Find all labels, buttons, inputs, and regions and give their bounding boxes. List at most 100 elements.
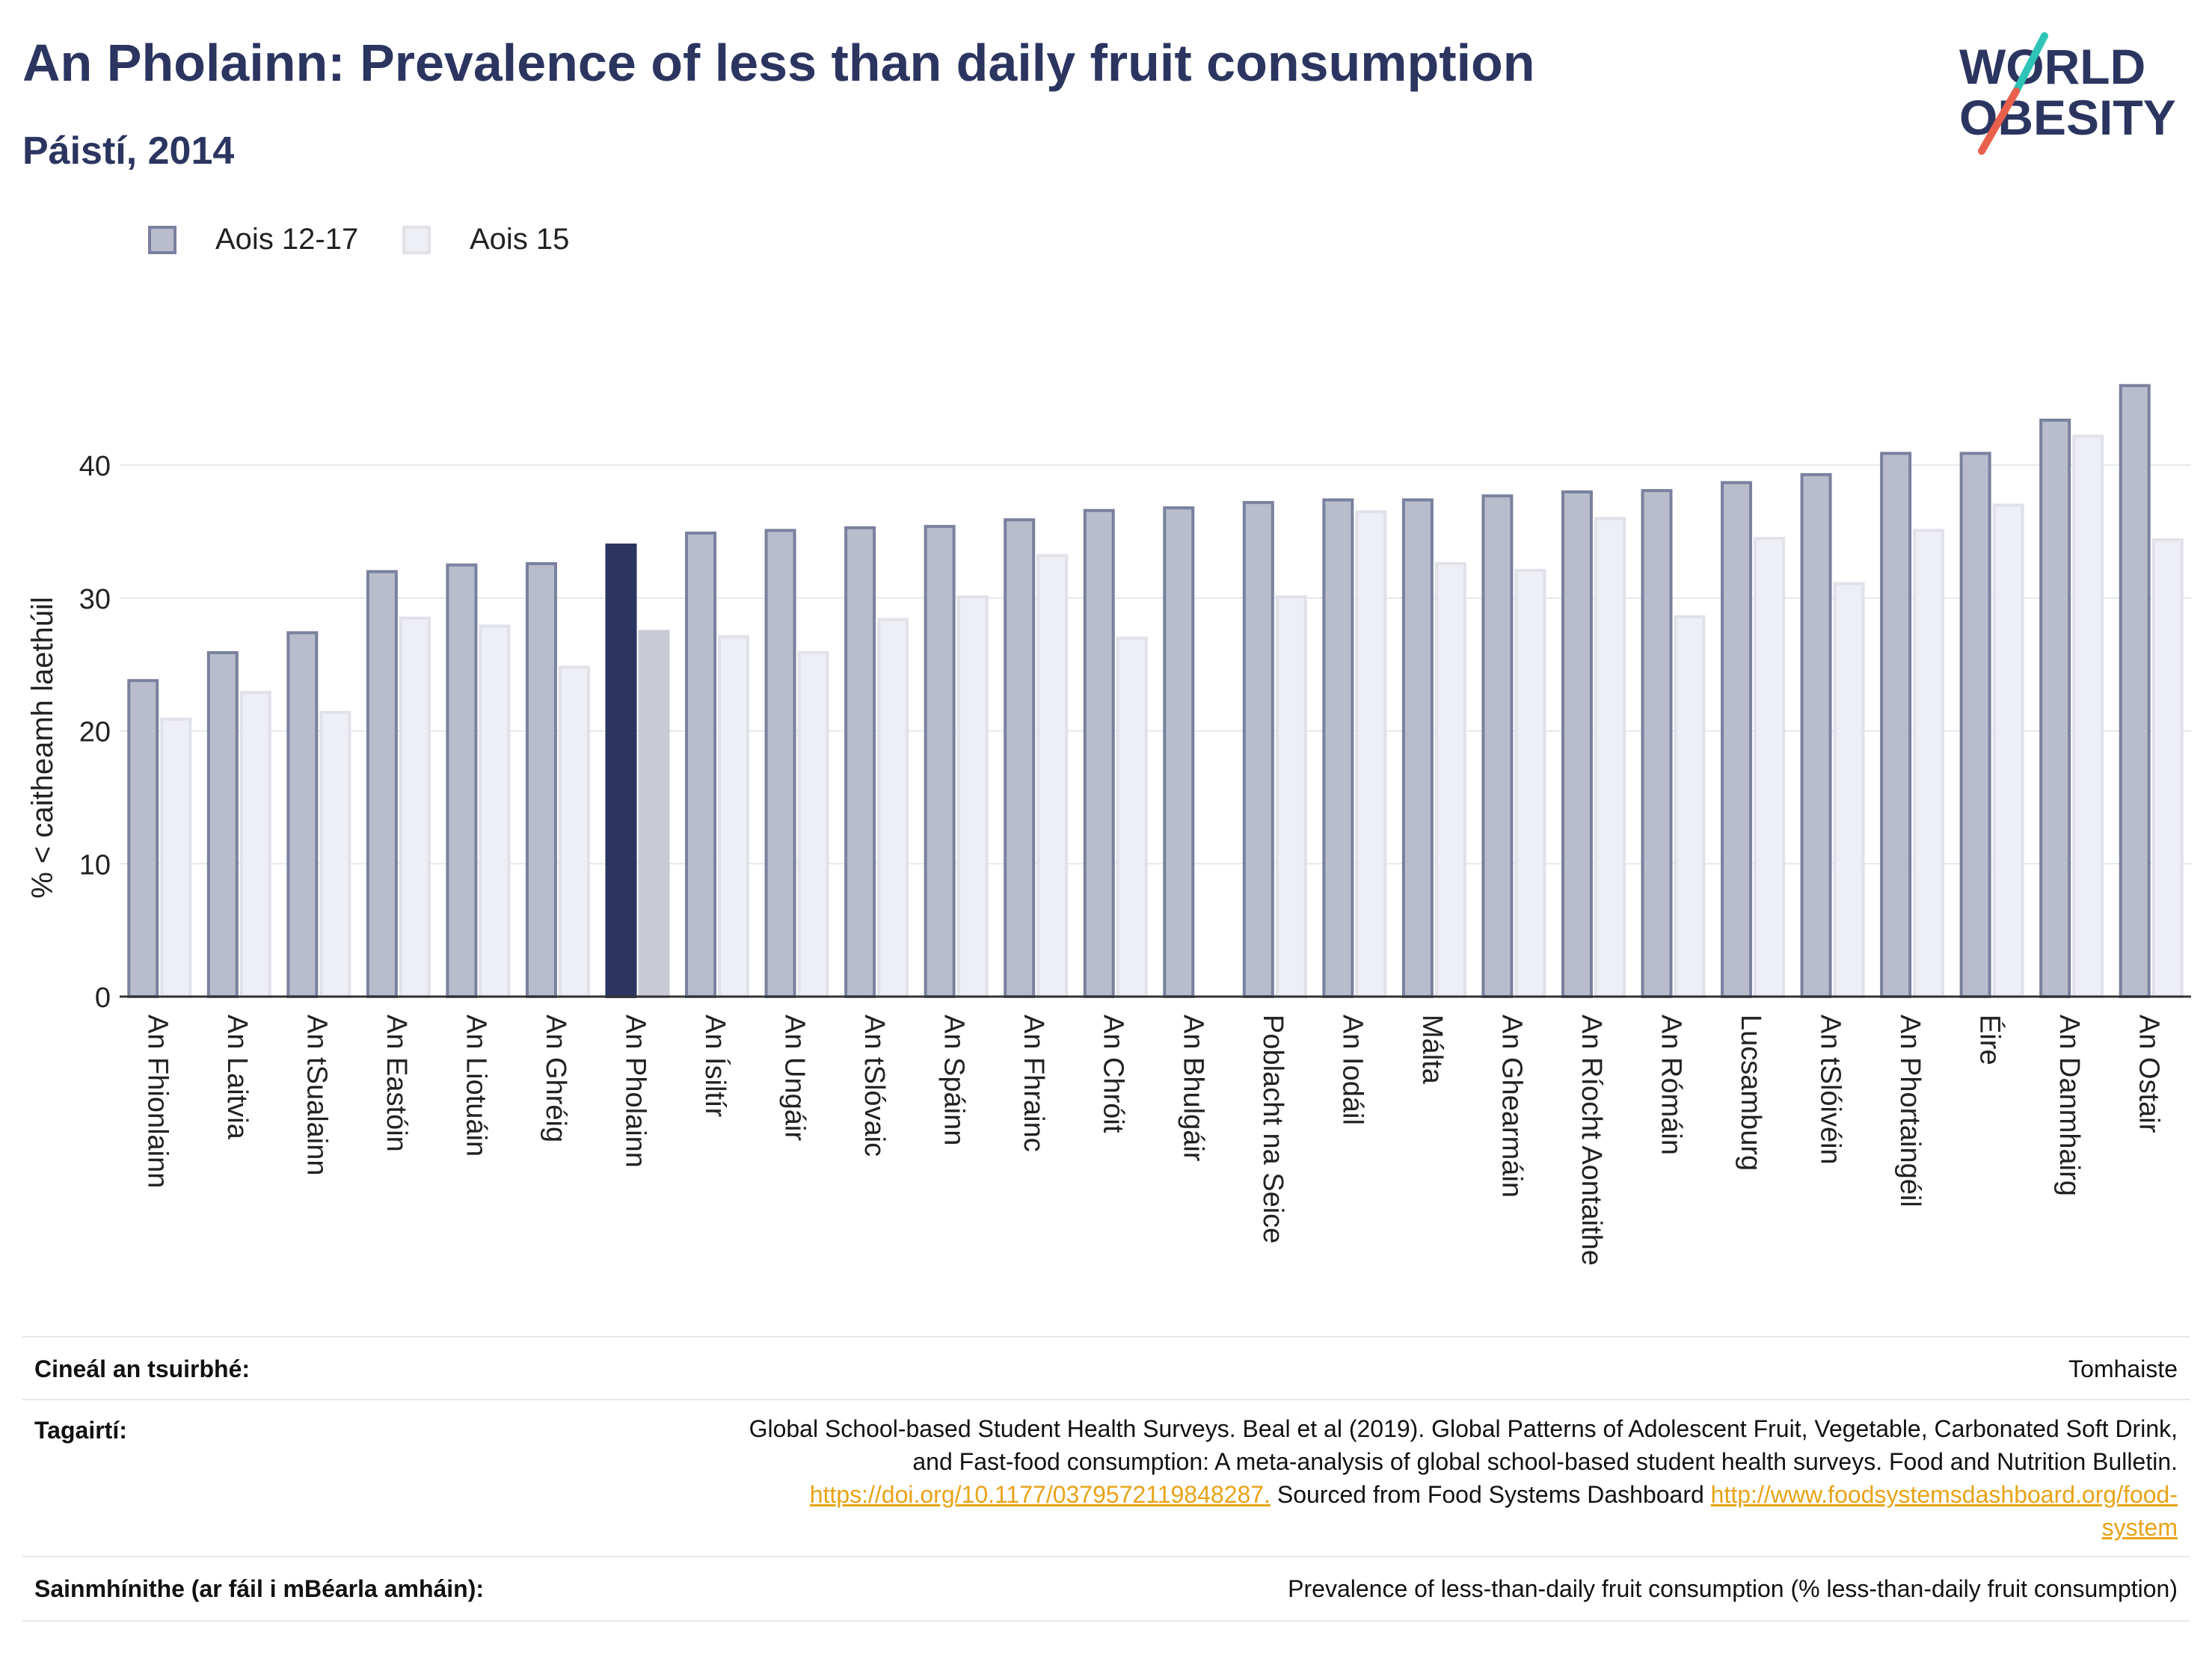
chart-title: An Pholainn: Prevalence of less than dai… [22, 34, 1535, 92]
bar-series-1-8[interactable] [764, 529, 796, 998]
bar-series-2-0[interactable] [160, 717, 192, 998]
legend-label-series-2: Aois 15 [470, 223, 570, 256]
logo-line2: OBESITY [1959, 90, 2176, 145]
bars [127, 384, 2184, 999]
x-tick-label: An Ungáir [779, 1015, 811, 1141]
bar-series-2-19[interactable] [1674, 615, 1706, 999]
references-mid: Sourced from Food Systems Dashboard [1270, 1481, 1711, 1508]
bar-series-1-0[interactable] [127, 679, 159, 999]
bar-series-2-2[interactable] [319, 710, 351, 998]
x-tick-label: An Bhulgáir [1177, 1015, 1208, 1162]
y-tick-label: 40 [79, 451, 111, 482]
definitions-label: Sainmhínithe (ar fáil i mBéarla amháin): [34, 1575, 485, 1602]
survey-type-label: Cineál an tsuirbhé: [34, 1355, 251, 1382]
bar-chart: 0 10 20 30 40 An Fhionlainn An Laitvia An tSual… [26, 384, 2191, 1266]
bar-series-1-13[interactable] [1163, 506, 1195, 998]
bar-series-1-21[interactable] [1800, 473, 1832, 998]
legend-swatch-series-1 [148, 226, 176, 254]
x-tick-label: Éire [1974, 1015, 2006, 1065]
bar-series-2-10[interactable] [956, 595, 989, 998]
x-tick-label: An Iodáil [1336, 1015, 1368, 1125]
bar-series-2-18[interactable] [1594, 517, 1626, 998]
bar-series-1-12[interactable] [1083, 508, 1115, 998]
references-value: Global School-based Student Health Surve… [458, 1412, 2178, 1544]
legend-label-series-1: Aois 12-17 [215, 223, 359, 256]
bar-series-1-5[interactable] [525, 561, 557, 998]
bar-series-1-11[interactable] [1004, 518, 1036, 998]
bar-series-2-14[interactable] [1275, 595, 1307, 998]
bar-series-2-3[interactable] [399, 616, 431, 998]
bar-series-2-5[interactable] [558, 665, 590, 998]
bar-series-1-10[interactable] [924, 525, 956, 998]
bar-series-2-11[interactable] [1036, 554, 1069, 998]
footer-row-definitions: Sainmhínithe (ar fáil i mBéarla amháin):… [22, 1556, 2190, 1622]
bar-series-1-7[interactable] [685, 532, 717, 998]
bar-series-2-22[interactable] [1913, 529, 1945, 998]
footer-row-references: Tagairtí: Global School-based Student He… [22, 1399, 2190, 1557]
bar-series-1-23[interactable] [1959, 452, 1991, 998]
x-tick-label: An Laitvia [221, 1015, 253, 1140]
bar-series-1-25[interactable] [2119, 384, 2151, 998]
bar-series-1-14[interactable] [1242, 501, 1274, 998]
bar-series-2-8[interactable] [797, 650, 829, 998]
definitions-value: Prevalence of less-than-daily fruit cons… [1288, 1575, 2178, 1602]
bar-series-1-2[interactable] [286, 631, 319, 998]
bar-series-1-9[interactable] [844, 526, 876, 998]
legend-swatch-series-2 [402, 226, 431, 254]
references-line-4: system [458, 1511, 2178, 1544]
references-line-3: https://doi.org/10.1177/0379572119848287… [458, 1478, 2178, 1511]
bar-series-1-16[interactable] [1401, 498, 1434, 998]
references-line-1: Global School-based Student Health Surve… [749, 1415, 2178, 1442]
references-label: Tagairtí: [34, 1417, 127, 1444]
bar-series-2-24[interactable] [2072, 434, 2104, 998]
world-obesity-logo: WORLD OBESITY [1959, 32, 2176, 155]
axes: 0 10 20 30 40 An Fhionlainn An Laitvia An tSual… [79, 451, 2191, 1266]
y-axis-label: % < caitheamh laethúil [26, 597, 59, 899]
x-tick-label: An Ghréig [540, 1015, 571, 1142]
bar-series-1-6[interactable] [605, 544, 637, 998]
logo-slash-top [2012, 32, 2048, 95]
bar-series-1-18[interactable] [1561, 490, 1593, 998]
bar-series-1-3[interactable] [366, 570, 398, 998]
x-tick-label: An Spáinn [938, 1015, 970, 1145]
x-tick-label: An Ghearmáin [1496, 1015, 1527, 1198]
bar-series-1-19[interactable] [1641, 489, 1673, 998]
x-tick-label: An Chróit [1098, 1015, 1129, 1133]
x-tick-label: An Phortaingéil [1894, 1015, 1926, 1207]
y-tick-label: 10 [79, 849, 111, 881]
bar-series-2-20[interactable] [1754, 537, 1786, 998]
references-line-2: and Fast-food consumption: A meta-analys… [912, 1448, 2178, 1475]
bar-series-2-12[interactable] [1116, 636, 1148, 998]
bar-series-2-21[interactable] [1833, 582, 1865, 998]
x-tick-label: An Rómáin [1656, 1015, 1687, 1155]
bar-series-2-4[interactable] [479, 624, 511, 999]
bar-series-1-15[interactable] [1322, 498, 1354, 998]
bar-series-1-1[interactable] [206, 650, 239, 998]
doi-link[interactable]: https://doi.org/10.1177/0379572119848287… [809, 1481, 1271, 1508]
x-tick-label: An Danmhairg [2053, 1015, 2085, 1196]
x-tick-label: An Eastóin [381, 1015, 412, 1152]
bar-series-2-23[interactable] [1992, 503, 2024, 998]
bar-series-2-9[interactable] [877, 618, 909, 998]
y-tick-label: 20 [79, 717, 111, 748]
bar-series-2-1[interactable] [239, 691, 271, 998]
bar-series-2-7[interactable] [718, 635, 750, 999]
x-tick-label: An tSlóivéin [1815, 1015, 1846, 1165]
bar-series-1-17[interactable] [1481, 494, 1514, 998]
bar-series-1-4[interactable] [446, 563, 478, 998]
bar-series-1-20[interactable] [1721, 481, 1753, 998]
bar-series-2-25[interactable] [2151, 538, 2184, 998]
dashboard-link-continued[interactable]: system [2101, 1514, 2178, 1541]
survey-type-value: Tomhaiste [2068, 1355, 2178, 1382]
bar-series-1-24[interactable] [2039, 418, 2071, 998]
x-tick-label: Málta [1416, 1015, 1448, 1085]
bar-series-2-16[interactable] [1434, 561, 1466, 998]
footer-row-survey-type: Cineál an tsuirbhé: Tomhaiste [22, 1336, 2190, 1400]
bar-series-1-22[interactable] [1880, 452, 1912, 998]
x-tick-label: Lucsamburg [1735, 1015, 1766, 1171]
bar-series-2-6[interactable] [638, 630, 670, 999]
bar-series-2-17[interactable] [1514, 568, 1546, 998]
dashboard-link[interactable]: http://www.foodsystemsdashboard.org/food… [1710, 1481, 2178, 1508]
bar-series-2-15[interactable] [1355, 510, 1387, 998]
x-tick-label: An Ríocht Aontaithe [1576, 1015, 1607, 1266]
